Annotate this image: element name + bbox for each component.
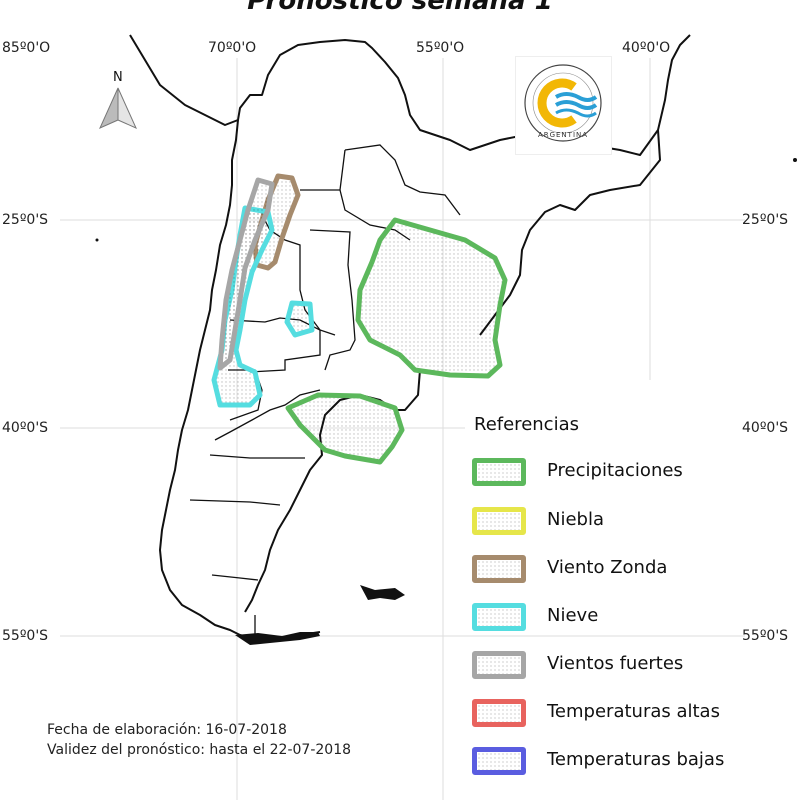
lat-label-left: 25º0'S [2,212,49,228]
strong-winds-area [217,177,275,371]
legend-label: Nieve [547,605,599,626]
elaboration-date: Fecha de elaboración: 16-07-2018 [47,722,287,738]
logo-text: ARGENTINA [538,131,588,139]
north-label: N [113,70,123,85]
lat-label-right: 25º0'S [742,212,789,228]
legend-item-vientos-fuertes: Vientos fuertes [472,651,792,685]
precipitation-area [355,217,508,379]
islands [95,158,797,645]
legend-label: Niebla [547,509,604,530]
legend-item-viento-zonda: Viento Zonda [472,555,792,589]
lon-label: 40º0'O [622,40,671,56]
forecast-areas [211,173,508,465]
legend-swatch [472,507,526,535]
province-borders [189,144,461,640]
lat-label-right: 40º0'S [742,420,789,436]
snow-area [284,300,315,338]
legend-item-temperaturas-bajas: Temperaturas bajas [472,747,792,781]
lat-label-right: 55º0'S [742,628,789,644]
legend-item-nieve: Nieve [472,603,792,637]
legend-label: Temperaturas bajas [547,749,725,770]
precipitation-area [285,392,405,465]
legend-swatch [472,651,526,679]
lon-label: 55º0'O [416,40,465,56]
legend-title: Referencias [474,414,579,435]
legend-label: Vientos fuertes [547,653,684,674]
legend-swatch [472,555,526,583]
legend-swatch [472,747,526,775]
legend-label: Temperaturas altas [547,701,720,722]
legend-swatch [472,458,526,486]
map-title: Pronóstico semana 1 [247,0,553,16]
legend-swatch [472,699,526,727]
lon-label: 70º0'O [208,40,257,56]
lat-label-left: 40º0'S [2,420,49,436]
graticule [60,58,745,800]
smn-logo-icon: ARGENTINA [515,56,612,155]
legend-swatch [472,603,526,631]
validity-date: Validez del pronóstico: hasta el 22-07-2… [47,742,352,758]
north-arrow-icon [99,87,137,129]
legend-label: Viento Zonda [547,557,668,578]
legend-item-temperaturas-altas: Temperaturas altas [472,699,792,733]
legend-label: Precipitaciones [547,460,683,481]
legend-item-niebla: Niebla [472,507,792,541]
legend-item-precipitaciones: Precipitaciones [472,458,792,492]
lat-label-left: 55º0'S [2,628,49,644]
lon-label: 85º0'O [2,40,51,56]
